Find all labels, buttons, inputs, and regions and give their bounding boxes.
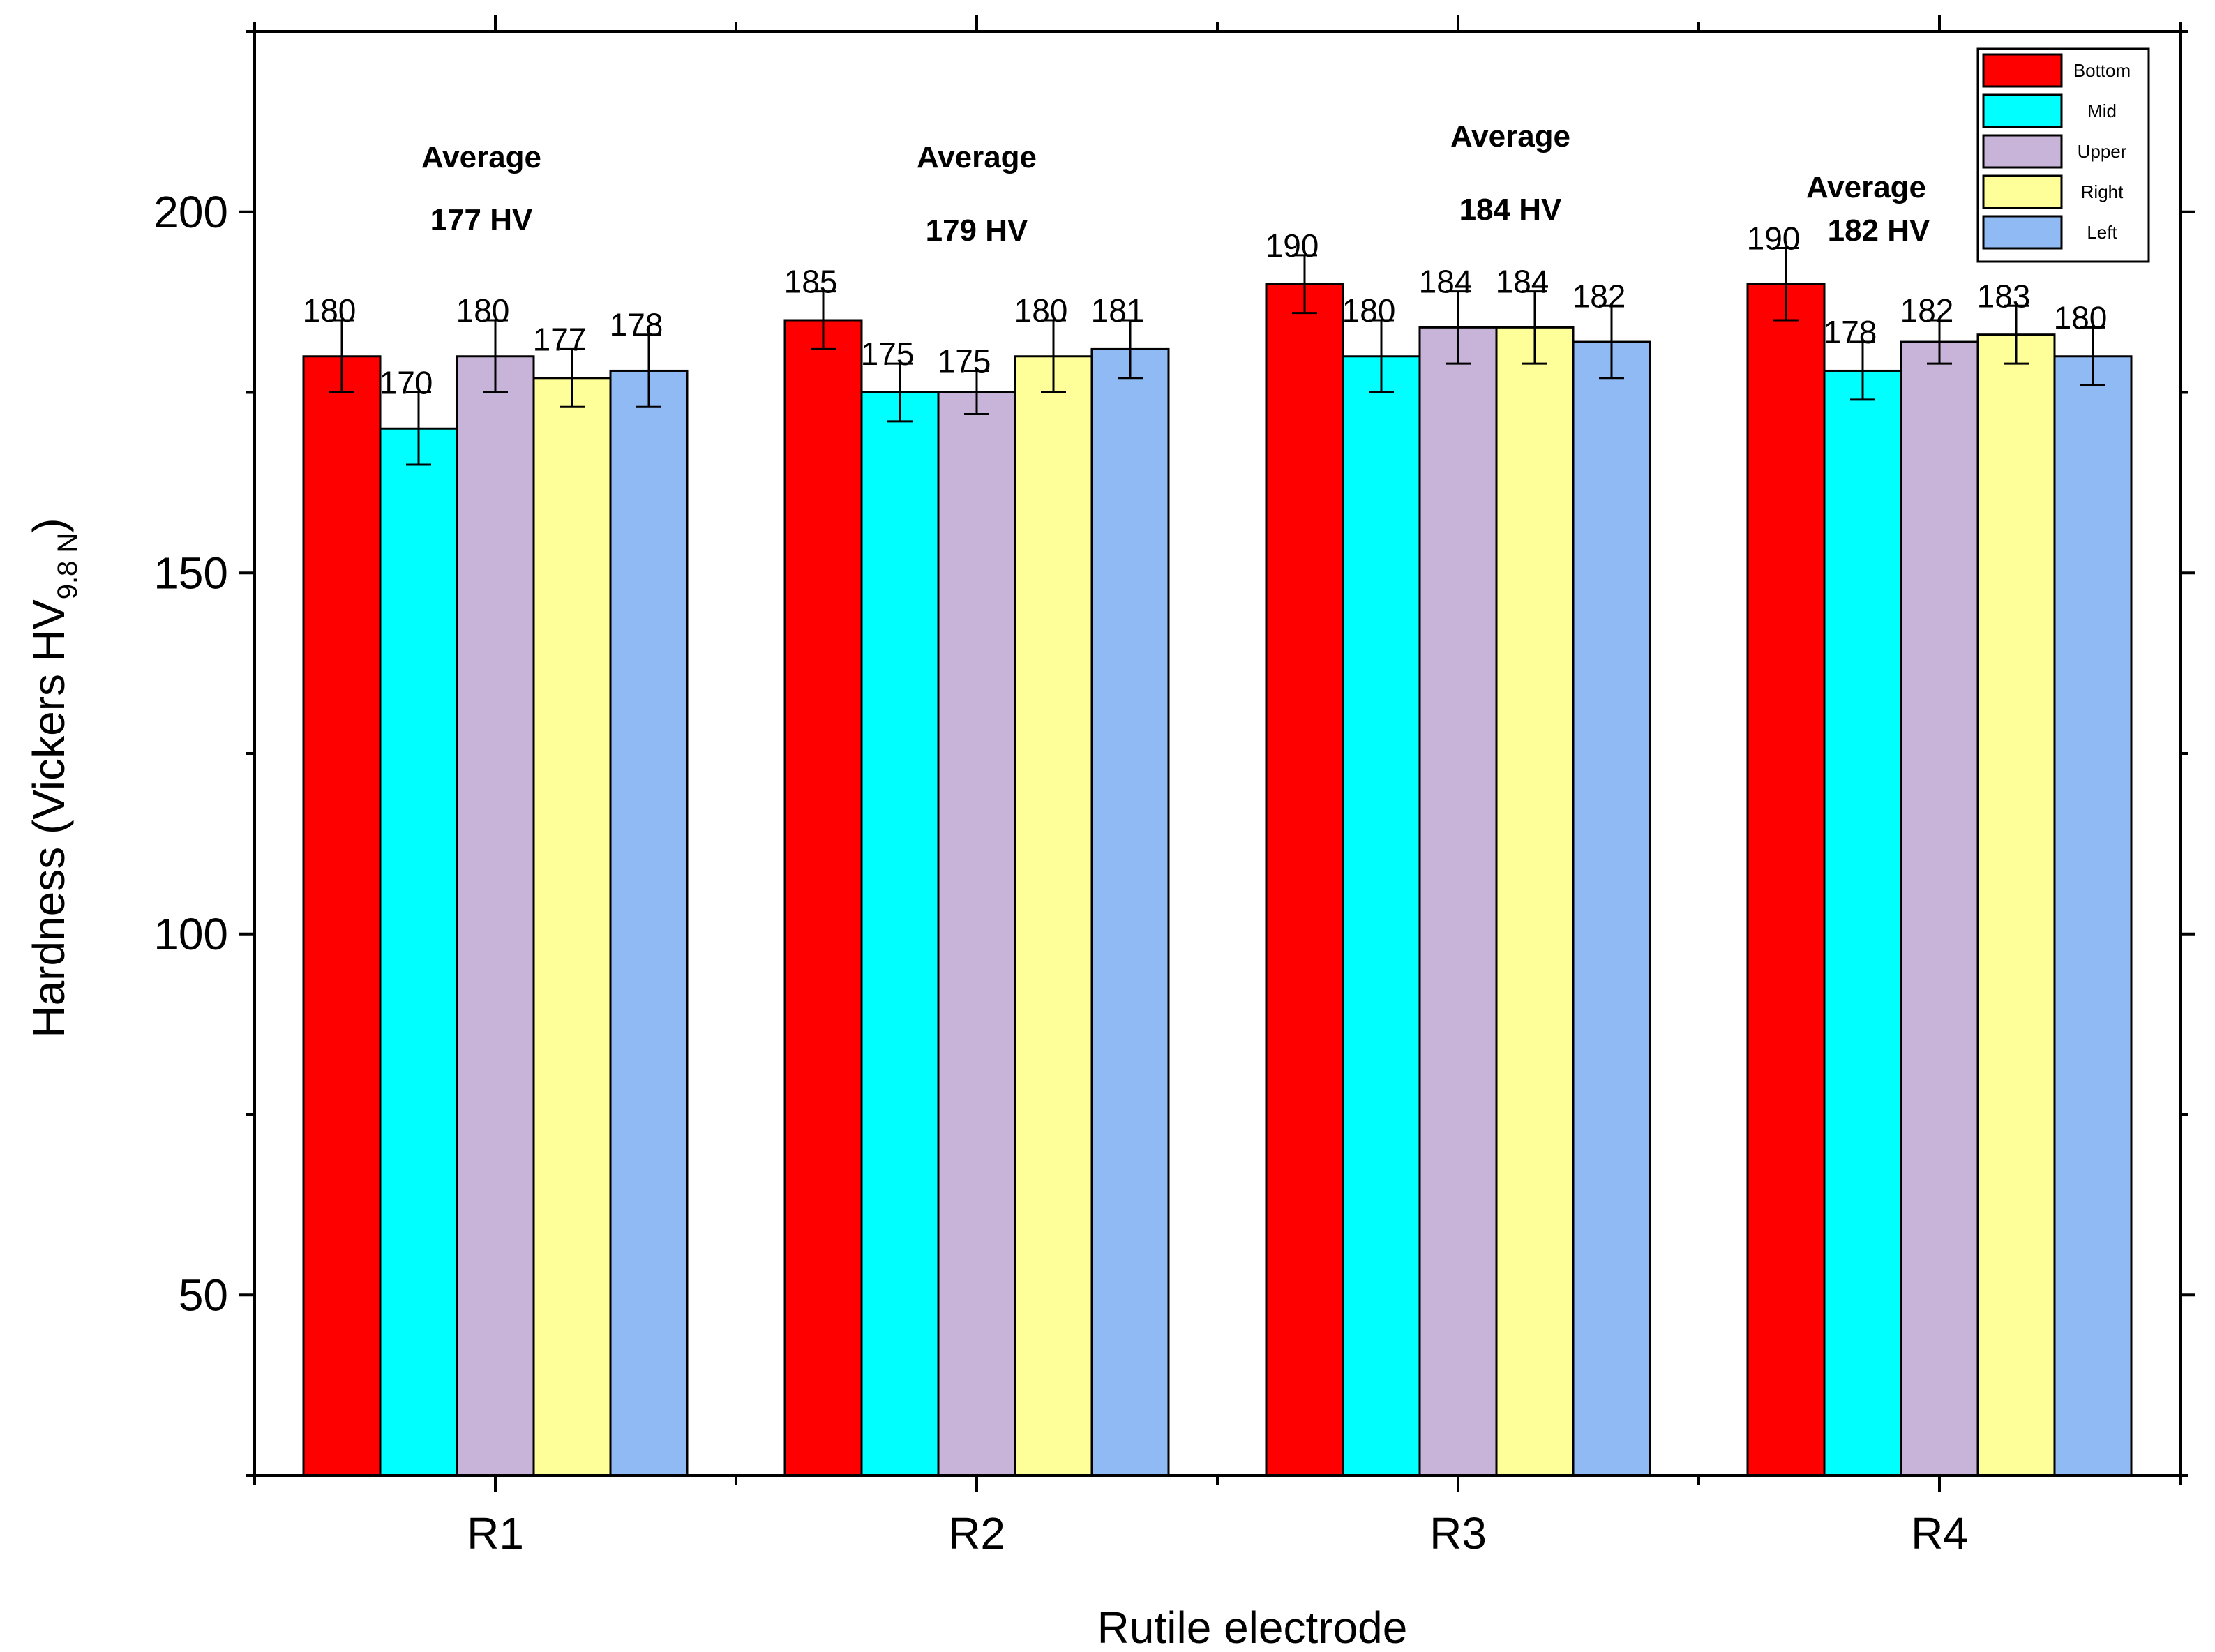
y-tick-label: 200 (153, 187, 228, 237)
data-label-R1-upper: 180 (456, 292, 510, 329)
legend-swatch-left (1982, 215, 2063, 250)
error-bar-R2-mid (887, 362, 913, 423)
data-label-R4-right: 183 (1977, 278, 2031, 314)
bar-R3-right (1495, 326, 1575, 1477)
error-bar-R4-upper (1927, 319, 1952, 365)
data-label-R4-mid: 178 (1824, 314, 1877, 350)
average-title-R1: Average (421, 140, 541, 174)
legend-swatch-mid (1982, 93, 2063, 128)
error-bar-R4-right (2004, 304, 2029, 365)
average-title-R4: Average (1806, 170, 1926, 204)
bar-R2-mid (860, 391, 940, 1477)
error-bar-R2-bottom (811, 290, 836, 350)
data-label-R3-upper: 184 (1419, 264, 1473, 300)
bar-R4-right (1976, 333, 2056, 1477)
data-label-R3-mid: 180 (1342, 292, 1396, 329)
bar-R2-right (1014, 355, 1093, 1477)
bar-R2-bottom (783, 319, 863, 1477)
bar-R3-bottom (1265, 283, 1344, 1477)
x-tick-label-R4: R4 (1911, 1508, 1968, 1559)
data-label-R2-right: 180 (1014, 292, 1068, 329)
y-tick-label: 100 (153, 909, 228, 959)
data-label-R2-left: 181 (1091, 292, 1145, 329)
bar-R1-upper (456, 355, 535, 1477)
error-bar-R2-right (1041, 319, 1066, 393)
bar-R1-left (609, 369, 689, 1477)
data-label-R3-right: 184 (1496, 264, 1549, 300)
legend-label-mid: Mid (2087, 100, 2117, 121)
bar-R2-upper (937, 391, 1016, 1477)
data-label-R4-bottom: 190 (1747, 220, 1801, 257)
error-bar-R1-bottom (329, 319, 354, 393)
error-bar-R2-left (1118, 319, 1143, 380)
bar-R3-left (1572, 340, 1651, 1477)
legend: Bottom Mid Upper Right Left (1976, 47, 2150, 263)
data-label-R3-left: 182 (1572, 278, 1626, 314)
legend-label-bottom: Bottom (2073, 60, 2131, 81)
error-bars-layer (329, 247, 2105, 466)
legend-swatch-upper (1982, 134, 2063, 169)
error-bar-R1-left (636, 333, 661, 408)
error-bar-R3-bottom (1292, 254, 1317, 315)
data-label-R2-mid: 175 (861, 336, 915, 372)
y-axis-title-main: Hardness (Vickers HV (24, 599, 74, 1038)
average-value-R2: 179 HV (926, 213, 1028, 248)
bar-R1-right (532, 377, 612, 1477)
bar-R2-left (1090, 347, 1170, 1477)
y-axis-title-close: ) (24, 518, 74, 532)
average-value-R4: 182 HV (1828, 213, 1930, 248)
data-label-R3-bottom: 190 (1266, 227, 1319, 264)
x-tick-label-R2: R2 (948, 1508, 1005, 1559)
data-label-R4-upper: 182 (1900, 292, 1954, 329)
bar-R1-mid (379, 427, 458, 1477)
x-tick-label-R1: R1 (467, 1508, 524, 1559)
bar-R4-bottom (1746, 283, 1826, 1477)
error-bar-R1-mid (406, 391, 431, 466)
data-label-R1-left: 178 (610, 307, 663, 343)
data-label-R1-right: 177 (533, 321, 587, 357)
error-bar-R1-upper (483, 319, 508, 393)
x-axis-title: Rutile electrode (1097, 1602, 1408, 1652)
bar-R1-bottom (302, 355, 382, 1477)
error-bar-R4-mid (1850, 340, 1875, 401)
legend-label-left: Left (2087, 222, 2117, 243)
bar-R4-left (2053, 355, 2133, 1477)
data-label-R2-upper: 175 (938, 343, 991, 379)
legend-label-upper: Upper (2078, 141, 2127, 162)
error-bar-R3-left (1599, 304, 1624, 380)
average-value-R3: 184 HV (1459, 193, 1562, 227)
y-tick-label: 50 (179, 1270, 228, 1320)
bar-R3-mid (1342, 355, 1421, 1477)
average-title-R3: Average (1450, 119, 1570, 153)
average-annotations: Average 177 HV Average 179 HV Average 184 HV A… (421, 119, 1930, 248)
legend-label-right: Right (2081, 181, 2124, 202)
error-bar-R2-upper (964, 369, 989, 416)
error-bar-R4-left (2080, 326, 2105, 386)
data-label-R4-left: 180 (2054, 299, 2108, 336)
y-axis-title-subscript: 9.8 N (52, 533, 83, 600)
average-title-R2: Average (917, 140, 1037, 174)
legend-swatch-right (1982, 174, 2063, 209)
bar-R4-mid (1823, 369, 1902, 1477)
bars-layer (302, 283, 2133, 1477)
error-bar-R1-right (560, 347, 585, 408)
data-labels-layer: 180 170 180 177 178 185 175 175 180 181 190 180 184 1… (303, 220, 2108, 401)
legend-swatch-bottom (1982, 53, 2063, 88)
data-label-R1-bottom: 180 (303, 292, 356, 329)
y-axis-title: Hardness (Vickers HV9.8 N) (24, 518, 83, 1037)
y-tick-label: 150 (153, 548, 228, 598)
bar-R4-upper (1900, 340, 1979, 1477)
data-label-R1-mid: 170 (380, 365, 433, 401)
average-value-R1: 177 HV (430, 203, 533, 237)
error-bar-R4-bottom (1773, 247, 1799, 322)
bar-R3-upper (1418, 326, 1498, 1477)
axes: 50 100 150 200 R1 R2 R3 R4 (153, 15, 2195, 1559)
data-label-R2-bottom: 185 (784, 264, 838, 300)
error-bar-R3-right (1522, 290, 1547, 365)
error-bar-R3-upper (1446, 290, 1471, 365)
error-bar-R3-mid (1369, 319, 1394, 393)
x-tick-label-R3: R3 (1429, 1508, 1487, 1559)
